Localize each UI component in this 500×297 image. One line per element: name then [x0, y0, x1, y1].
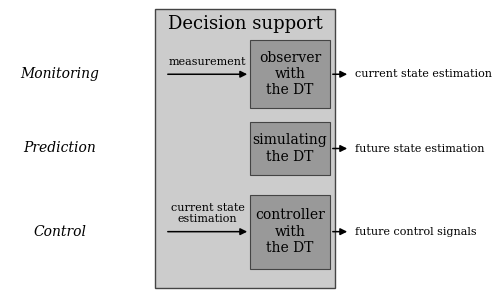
- Text: current state
estimation: current state estimation: [170, 203, 244, 224]
- Bar: [250, 40, 330, 108]
- Bar: [250, 122, 330, 175]
- Text: future control signals: future control signals: [355, 227, 476, 237]
- Text: Prediction: Prediction: [24, 141, 97, 156]
- Text: measurement: measurement: [169, 57, 246, 67]
- Text: future state estimation: future state estimation: [355, 143, 484, 154]
- Text: simulating
the DT: simulating the DT: [252, 133, 328, 164]
- Text: observer
with
the DT: observer with the DT: [259, 51, 321, 97]
- Text: Monitoring: Monitoring: [20, 67, 100, 81]
- Bar: [155, 9, 335, 288]
- Text: current state estimation: current state estimation: [355, 69, 492, 79]
- Bar: [250, 195, 330, 269]
- Text: Decision support: Decision support: [168, 15, 322, 33]
- Text: controller
with
the DT: controller with the DT: [255, 208, 325, 255]
- Text: Control: Control: [34, 225, 86, 239]
